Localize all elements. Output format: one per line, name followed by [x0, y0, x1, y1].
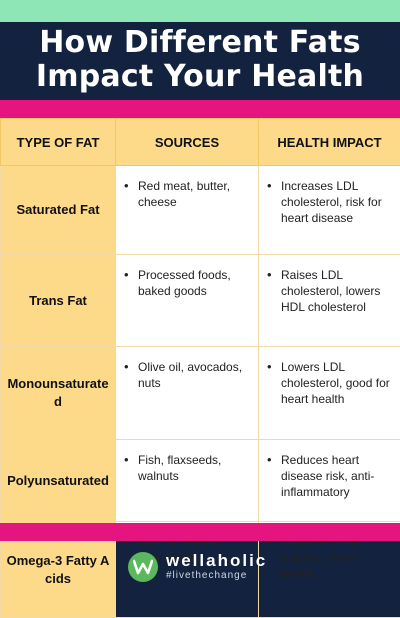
header-health-impact: HEALTH IMPACT — [259, 119, 400, 166]
page-title: How Different Fats Impact Your Health — [0, 26, 400, 94]
brand-name: wellaholic — [166, 552, 267, 570]
impact-cell: •Lowers LDL cholesterol, good for heart … — [259, 347, 400, 440]
header-type-of-fat: TYPE OF FAT — [1, 119, 116, 166]
impact-text: Improves brain function, heart health — [281, 534, 392, 582]
sources-cell: •Olive oil, avocados, nuts — [116, 347, 259, 440]
table-row: Trans Fat •Processed foods, baked goods … — [1, 255, 400, 347]
top-accent-band — [0, 0, 400, 22]
header-sources: SOURCES — [116, 119, 259, 166]
fat-type-cell: Polyunsaturated — [1, 440, 116, 522]
bullet-icon: • — [267, 267, 281, 315]
fat-type-cell: Saturated Fat — [1, 166, 116, 255]
sources-text: Processed foods, baked goods — [138, 267, 250, 299]
bullet-icon: • — [267, 452, 281, 500]
fats-table-container: TYPE OF FAT SOURCES HEALTH IMPACT Satura… — [0, 118, 400, 523]
bullet-icon: • — [124, 178, 138, 210]
table-row: Monounsaturated •Olive oil, avocados, nu… — [1, 347, 400, 440]
table-row: Polyunsaturated •Fish, flaxseeds, walnut… — [1, 440, 400, 522]
title-line-2: Impact Your Health — [0, 60, 400, 94]
impact-text: Raises LDL cholesterol, lowers HDL chole… — [281, 267, 392, 315]
title-line-1: How Different Fats — [0, 26, 400, 60]
brand-logo: wellaholic #livethechange — [128, 552, 267, 582]
sources-cell: •Fish, flaxseeds, walnuts — [116, 440, 259, 522]
impact-cell: •Increases LDL cholesterol, risk for hea… — [259, 166, 400, 255]
impact-text: Increases LDL cholesterol, risk for hear… — [281, 178, 392, 226]
bullet-icon: • — [267, 534, 281, 582]
bullet-icon: • — [267, 359, 281, 407]
pink-divider-top — [0, 100, 400, 118]
fat-type-cell: Monounsaturated — [1, 347, 116, 440]
table-row: Saturated Fat •Red meat, butter, cheese … — [1, 166, 400, 255]
table-header-row: TYPE OF FAT SOURCES HEALTH IMPACT — [1, 119, 400, 166]
impact-text: Reduces heart disease risk, anti-inflamm… — [281, 452, 392, 500]
sources-text: Fish, flaxseeds, walnuts — [138, 452, 250, 484]
sources-text: Olive oil, avocados, nuts — [138, 359, 250, 391]
sources-cell: •Processed foods, baked goods — [116, 255, 259, 347]
bullet-icon: • — [124, 359, 138, 391]
fat-type-cell: Trans Fat — [1, 255, 116, 347]
bullet-icon: • — [124, 452, 138, 484]
sources-cell: •Red meat, butter, cheese — [116, 166, 259, 255]
impact-text: Lowers LDL cholesterol, good for heart h… — [281, 359, 392, 407]
fats-table: TYPE OF FAT SOURCES HEALTH IMPACT Satura… — [0, 118, 400, 618]
sources-text: Red meat, butter, cheese — [138, 178, 250, 210]
impact-cell: •Reduces heart disease risk, anti-inflam… — [259, 440, 400, 522]
wellaholic-w-logo-icon — [128, 552, 158, 582]
pink-divider-bottom — [0, 523, 400, 541]
bullet-icon: • — [267, 178, 281, 226]
brand-tagline: #livethechange — [166, 570, 267, 582]
brand-text-block: wellaholic #livethechange — [166, 552, 267, 582]
bullet-icon: • — [124, 267, 138, 299]
impact-cell: •Raises LDL cholesterol, lowers HDL chol… — [259, 255, 400, 347]
